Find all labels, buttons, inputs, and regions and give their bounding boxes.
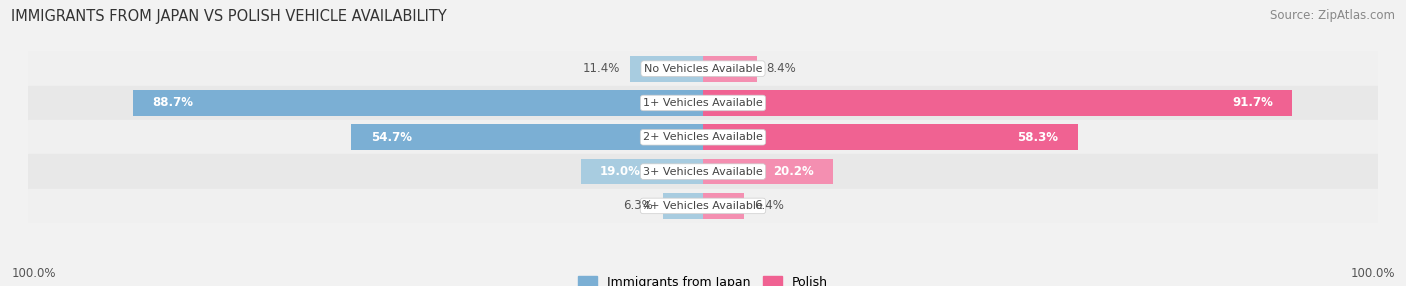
Bar <box>28 51 1378 86</box>
Text: 11.4%: 11.4% <box>582 62 620 75</box>
Text: 19.0%: 19.0% <box>600 165 641 178</box>
Bar <box>28 86 1378 120</box>
Text: 88.7%: 88.7% <box>152 96 193 110</box>
Bar <box>134 90 703 116</box>
Text: 54.7%: 54.7% <box>371 131 412 144</box>
Text: 58.3%: 58.3% <box>1018 131 1059 144</box>
Bar <box>703 90 1292 116</box>
Text: 6.3%: 6.3% <box>623 199 652 212</box>
Bar <box>662 193 703 219</box>
Text: 8.4%: 8.4% <box>766 62 796 75</box>
Bar <box>28 154 1378 189</box>
Text: 3+ Vehicles Available: 3+ Vehicles Available <box>643 167 763 176</box>
Text: Source: ZipAtlas.com: Source: ZipAtlas.com <box>1270 9 1395 21</box>
Bar <box>703 193 744 219</box>
Bar <box>630 56 703 82</box>
Bar <box>28 120 1378 154</box>
Bar <box>28 189 1378 223</box>
Bar <box>352 124 703 150</box>
Text: 4+ Vehicles Available: 4+ Vehicles Available <box>643 201 763 211</box>
Text: 100.0%: 100.0% <box>11 267 56 280</box>
Text: No Vehicles Available: No Vehicles Available <box>644 64 762 74</box>
Bar <box>703 124 1078 150</box>
Bar <box>703 56 756 82</box>
Bar <box>703 159 832 184</box>
Text: 100.0%: 100.0% <box>1350 267 1395 280</box>
Text: IMMIGRANTS FROM JAPAN VS POLISH VEHICLE AVAILABILITY: IMMIGRANTS FROM JAPAN VS POLISH VEHICLE … <box>11 9 447 23</box>
Bar <box>581 159 703 184</box>
Text: 1+ Vehicles Available: 1+ Vehicles Available <box>643 98 763 108</box>
Legend: Immigrants from Japan, Polish: Immigrants from Japan, Polish <box>574 271 832 286</box>
Text: 2+ Vehicles Available: 2+ Vehicles Available <box>643 132 763 142</box>
Text: 6.4%: 6.4% <box>754 199 783 212</box>
Text: 91.7%: 91.7% <box>1232 96 1272 110</box>
Text: 20.2%: 20.2% <box>773 165 814 178</box>
